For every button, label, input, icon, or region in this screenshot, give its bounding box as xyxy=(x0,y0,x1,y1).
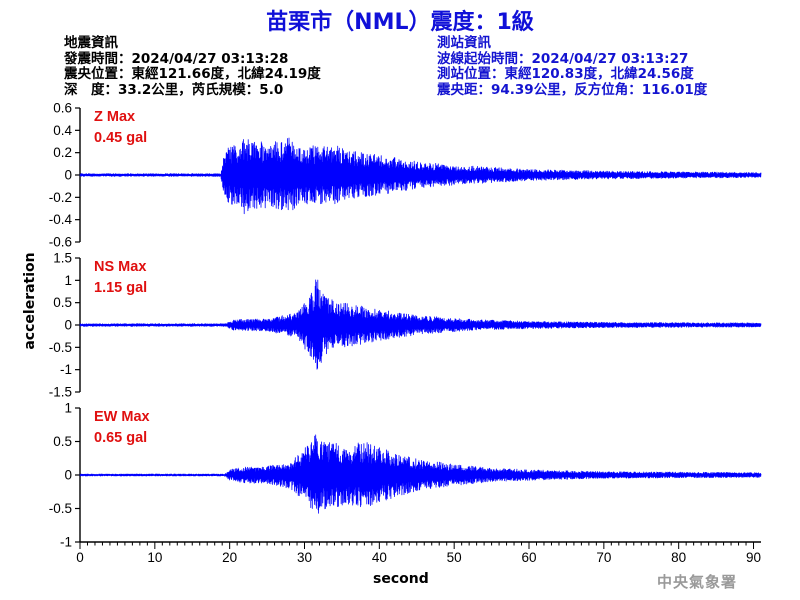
z-y-tick-label: 0.6 xyxy=(53,101,72,116)
ew-trace xyxy=(79,434,762,514)
ew-y-tick-label: 1 xyxy=(64,401,72,416)
ns-y-tick-label: -0.5 xyxy=(49,340,72,355)
ew-max-title: EW Max xyxy=(94,409,150,425)
ns-max-value: 1.15 gal xyxy=(94,280,148,296)
z-max-label: Z Max 0.45 gal xyxy=(94,107,147,149)
ns-y-tick-label: -1 xyxy=(60,362,72,377)
ns-y-tick-label: 0.5 xyxy=(53,295,72,310)
ns-max-title: NS Max xyxy=(94,259,147,275)
agency-watermark: 中央氣象署 xyxy=(657,573,738,591)
y-axis-label: acceleration xyxy=(22,252,38,350)
x-tick-label: 70 xyxy=(596,550,611,565)
z-max-title: Z Max xyxy=(94,109,136,125)
z-y-tick-label: -0.4 xyxy=(49,212,73,227)
z-y-tick-label: -0.2 xyxy=(49,190,72,205)
ew-y-tick-label: 0 xyxy=(64,468,72,483)
ns-max-label: NS Max 1.15 gal xyxy=(94,257,147,299)
ew-y-tick-label: 0.5 xyxy=(53,434,72,449)
x-tick-label: 0 xyxy=(76,550,84,565)
z-max-value: 0.45 gal xyxy=(94,130,148,146)
x-tick-label: 90 xyxy=(746,550,761,565)
x-tick-label: 60 xyxy=(521,550,536,565)
earthquake-info-heading: 地震資訊 xyxy=(64,35,118,51)
page-title: 苗栗市（NML）震度：1級 xyxy=(266,10,534,35)
z-trace xyxy=(79,137,762,215)
x-tick-label: 50 xyxy=(447,550,462,565)
x-tick-label: 10 xyxy=(147,550,162,565)
ns-y-tick-label: 1 xyxy=(64,273,72,288)
station-location: 測站位置：東經120.83度，北緯24.56度 xyxy=(437,66,694,82)
ew-max-value: 0.65 gal xyxy=(94,430,148,446)
depth-magnitude: 深 度：33.2公里，芮氏規模：5.0 xyxy=(64,81,284,98)
ns-trace xyxy=(79,279,762,370)
x-tick-label: 80 xyxy=(671,550,686,565)
station-info: 測站資訊 波線起始時間：2024/04/27 03:13:27 測站位置：東經1… xyxy=(437,35,708,98)
station-info-heading: 測站資訊 xyxy=(437,35,491,51)
distance-azimuth: 震央距：94.39公里，反方位角：116.01度 xyxy=(437,81,708,98)
x-tick-label: 30 xyxy=(297,550,312,565)
origin-time: 發震時間：2024/04/27 03:13:28 xyxy=(64,50,289,67)
x-axis-label: second xyxy=(373,571,429,587)
epicenter: 震央位置：東經121.66度，北緯24.19度 xyxy=(64,66,321,82)
wave-start-time: 波線起始時間：2024/04/27 03:13:27 xyxy=(437,50,689,67)
ns-y-tick-label: 0 xyxy=(64,318,72,333)
earthquake-info: 地震資訊 發震時間：2024/04/27 03:13:28 震央位置：東經121… xyxy=(64,35,321,98)
x-tick-label: 20 xyxy=(222,550,237,565)
x-tick-label: 40 xyxy=(372,550,387,565)
ns-y-tick-label: 1.5 xyxy=(53,251,72,266)
ew-y-tick-label: -1 xyxy=(60,535,72,550)
z-y-tick-label: -0.6 xyxy=(49,235,72,250)
z-y-tick-label: 0.2 xyxy=(53,145,72,160)
ew-max-label: EW Max 0.65 gal xyxy=(94,407,150,449)
ew-y-tick-label: -0.5 xyxy=(49,501,72,516)
z-y-tick-label: 0.4 xyxy=(53,123,72,138)
z-y-tick-label: 0 xyxy=(64,168,72,183)
ns-y-tick-label: -1.5 xyxy=(49,385,72,400)
